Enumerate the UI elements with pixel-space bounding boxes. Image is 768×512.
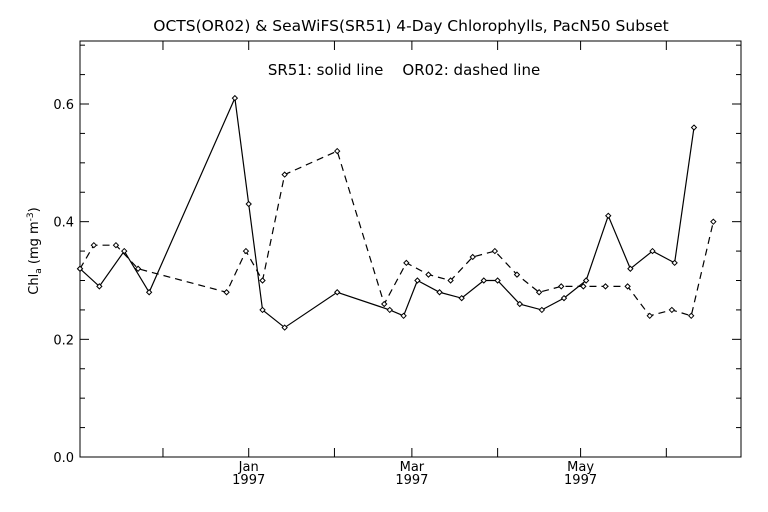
series-line-sr51 [79,95,695,329]
x-tick-label-month: Jan [238,460,259,475]
y-tick-label: 0.6 [53,98,74,113]
plot-frame [79,40,742,458]
data-point-or02 [242,247,250,255]
data-point-or02 [281,171,288,178]
data-point-sr51 [671,259,678,267]
data-point-sr51 [605,212,612,219]
y-label-subscript: a [34,268,44,274]
data-point-or02 [668,306,676,314]
chart-title: OCTS(OR02) & SeaWiFS(SR51) 4-Day Chlorop… [153,17,668,35]
data-point-or02 [710,218,717,225]
data-point-or02 [469,253,476,261]
y-label-units: (mg m [27,221,42,268]
data-point-sr51 [96,283,103,290]
data-point-sr51 [560,294,568,302]
data-point-sr51 [259,306,266,314]
data-point-or02 [535,289,543,296]
data-point-or02 [381,300,388,308]
data-point-or02 [223,289,230,296]
x-tick-label-month: May [567,460,594,475]
y-axis: 0.0 0.2 0.4 0.6 [53,44,741,466]
data-point-sr51 [436,289,443,296]
data-point-or02 [624,283,631,290]
data-point-or02 [688,312,695,320]
data-point-sr51 [334,289,341,296]
y-tick-label: 0.4 [53,216,74,231]
data-point-sr51 [231,94,239,102]
data-point-sr51 [145,289,153,296]
data-point-sr51 [516,300,523,308]
data-point-sr51 [494,277,501,284]
series-layer [76,94,717,331]
data-point-or02 [112,241,120,249]
x-tick-label-year: 1997 [564,473,597,488]
data-point-sr51 [281,324,288,331]
data-point-or02 [513,271,521,278]
data-point-or02 [425,271,432,278]
data-point-or02 [491,247,499,255]
data-point-sr51 [627,265,634,272]
chart-annotation: SR51: solid line OR02: dashed line [268,61,540,79]
y-label-superscript: -3 [26,212,36,221]
data-point-or02 [90,241,98,249]
data-point-or02 [646,312,653,320]
data-point-sr51 [480,277,487,284]
data-point-or02 [76,265,84,272]
data-point-sr51 [582,277,590,284]
data-point-sr51 [245,200,252,208]
data-point-or02 [558,283,565,290]
data-point-or02 [134,265,142,272]
data-point-sr51 [649,247,656,255]
data-point-sr51 [538,306,546,314]
data-point-sr51 [400,312,407,320]
data-point-or02 [334,147,341,155]
data-point-sr51 [458,294,465,302]
y-label-main: Chl [27,274,42,295]
data-point-or02 [259,277,266,284]
x-tick-label-year: 1997 [232,473,265,488]
data-point-or02 [602,283,609,290]
data-point-or02 [580,283,587,290]
data-point-sr51 [386,306,393,314]
x-tick-label-month: Mar [400,460,425,475]
data-point-sr51 [414,277,421,284]
y-axis-label: Chla (mg m-3) [26,207,44,294]
data-point-or02 [403,259,410,267]
y-label-units-close: ) [27,207,42,212]
data-point-or02 [447,277,454,284]
y-tick-label: 0.0 [53,451,74,466]
y-tick-label: 0.2 [53,333,74,348]
x-tick-label-year: 1997 [395,473,428,488]
data-point-sr51 [690,124,698,131]
